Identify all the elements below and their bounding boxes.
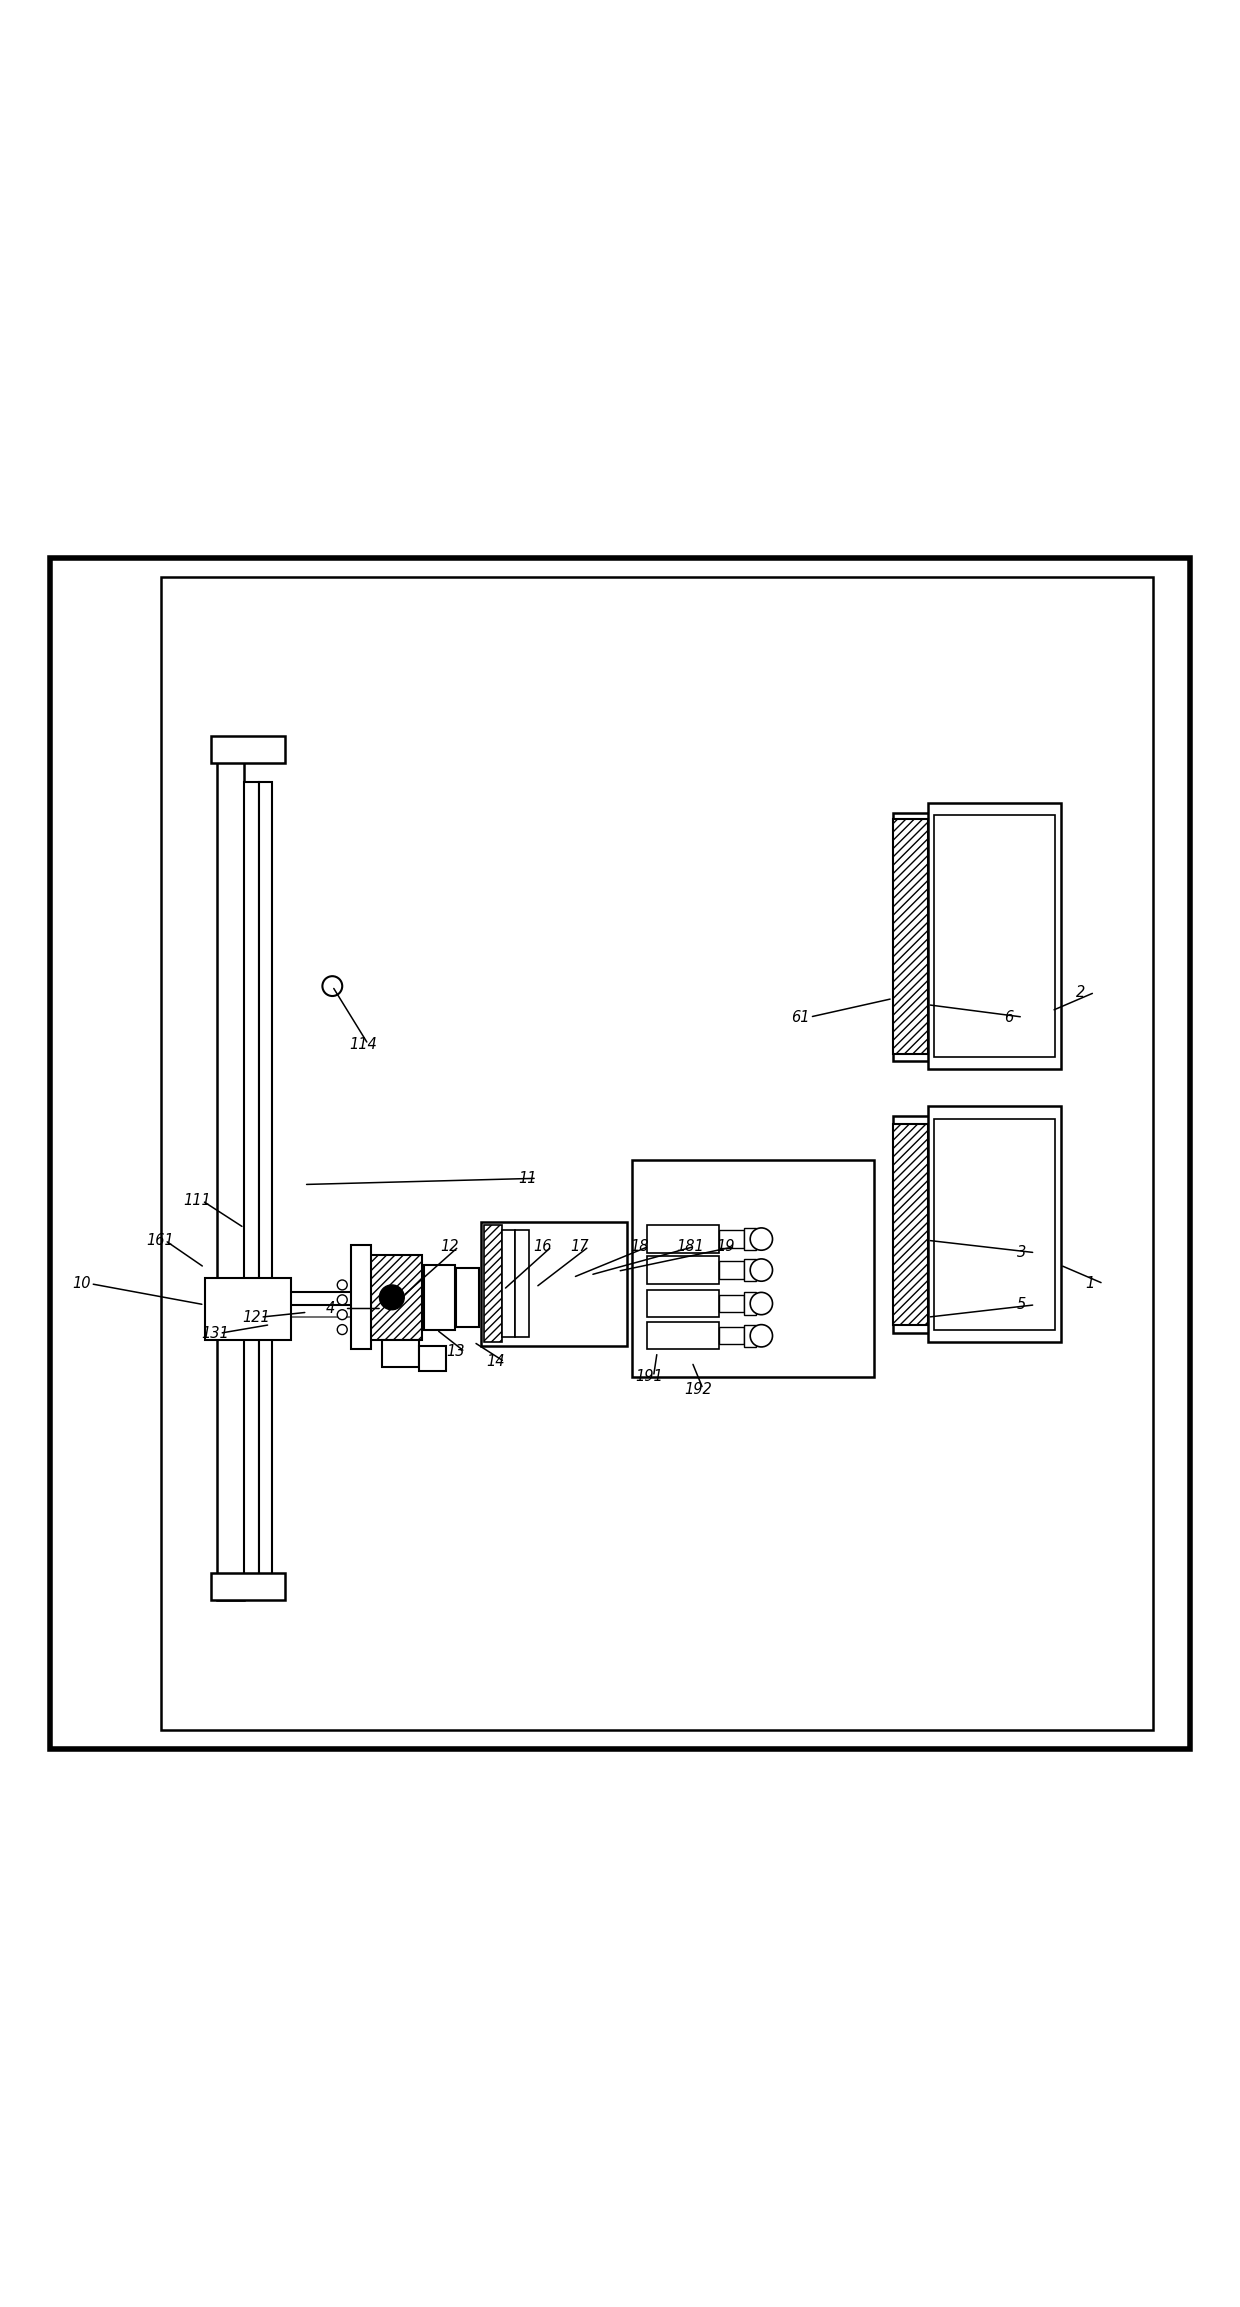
Bar [211,736,285,764]
Bar [893,819,928,1054]
Text: 2: 2 [1076,985,1085,999]
Circle shape [750,1292,773,1315]
Text: 114: 114 [350,1036,377,1052]
Text: 121: 121 [242,1310,269,1324]
Bar [205,1278,291,1340]
Bar [744,1324,756,1347]
Bar [719,1262,744,1278]
Text: 17: 17 [570,1239,589,1255]
Bar [502,1230,515,1338]
Circle shape [750,1227,773,1250]
Bar [382,1340,419,1366]
Bar [928,1107,1061,1343]
Text: 1: 1 [1085,1276,1094,1292]
Text: 5: 5 [1017,1297,1025,1313]
Bar [647,1257,719,1283]
Bar [719,1294,744,1313]
Bar [934,1119,1055,1329]
Bar [161,577,1153,1730]
Bar [419,1345,446,1370]
Text: 12: 12 [440,1239,459,1255]
Bar [934,814,1055,1057]
Bar [351,1246,371,1350]
Text: 3: 3 [1017,1246,1025,1260]
Text: 111: 111 [184,1193,211,1209]
Bar [515,1230,529,1338]
Circle shape [379,1285,404,1310]
Bar [744,1292,756,1315]
Bar [719,1327,744,1345]
Bar [217,757,244,1599]
Bar [456,1267,479,1327]
Bar [244,782,259,1576]
Bar [647,1322,719,1350]
Text: 14: 14 [486,1354,505,1370]
Text: 16: 16 [533,1239,552,1255]
Text: 191: 191 [635,1368,662,1384]
Bar [893,812,1054,1061]
Text: 19: 19 [717,1239,735,1255]
Bar [719,1230,744,1248]
Bar [893,1117,1054,1333]
Text: 192: 192 [684,1382,712,1396]
Circle shape [750,1260,773,1280]
Circle shape [337,1324,347,1333]
Bar [211,1573,285,1599]
Bar [424,1264,455,1329]
Text: 161: 161 [146,1232,174,1248]
Bar [647,1225,719,1253]
Circle shape [750,1324,773,1347]
Text: 181: 181 [676,1239,703,1255]
Text: 11: 11 [518,1170,537,1186]
Text: 18: 18 [630,1239,649,1255]
Text: 61: 61 [791,1010,810,1024]
Bar [647,1290,719,1317]
Text: 131: 131 [201,1327,228,1340]
Bar [481,1223,627,1345]
Bar [259,782,272,1576]
Bar [370,1255,422,1340]
Bar [484,1225,502,1343]
Circle shape [322,976,342,997]
Bar [893,1124,928,1324]
Text: 13: 13 [446,1345,465,1359]
Circle shape [337,1294,347,1306]
Bar [928,803,1061,1068]
Bar [632,1160,874,1377]
Circle shape [337,1310,347,1320]
Circle shape [337,1280,347,1290]
Bar [744,1260,756,1280]
Text: 4: 4 [326,1301,335,1315]
Bar [744,1227,756,1250]
Text: 6: 6 [1004,1010,1013,1024]
Text: 10: 10 [72,1276,91,1292]
